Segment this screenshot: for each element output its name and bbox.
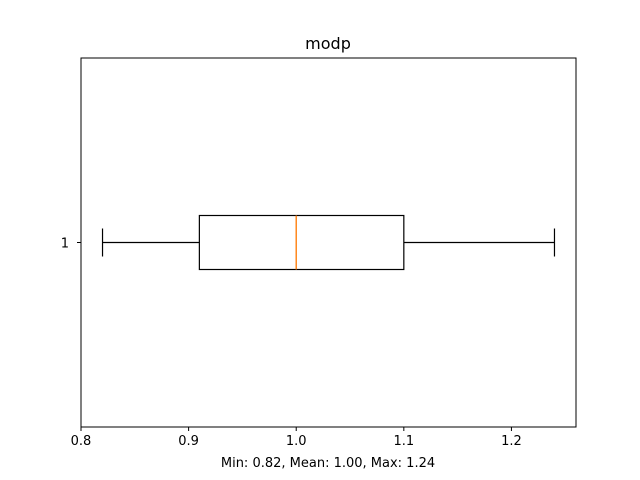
interquartile-box: [198, 214, 405, 271]
x-tick-label: 0.9: [178, 434, 199, 449]
box-series: [101, 214, 556, 271]
y-axis-ticks: 1: [61, 237, 81, 252]
x-tick-label: 0.8: [71, 434, 92, 449]
x-tick-label: 1.2: [501, 434, 522, 449]
chart-title: modp: [305, 34, 351, 53]
x-tick-label: 1.1: [393, 434, 414, 449]
x-tick-label: 1.0: [286, 434, 307, 449]
x-axis-label: Min: 0.82, Mean: 1.00, Max: 1.24: [221, 456, 435, 471]
x-axis-ticks: 0.8 0.9 1.0 1.1 1.2: [71, 427, 522, 449]
y-tick-label: 1: [61, 237, 69, 252]
